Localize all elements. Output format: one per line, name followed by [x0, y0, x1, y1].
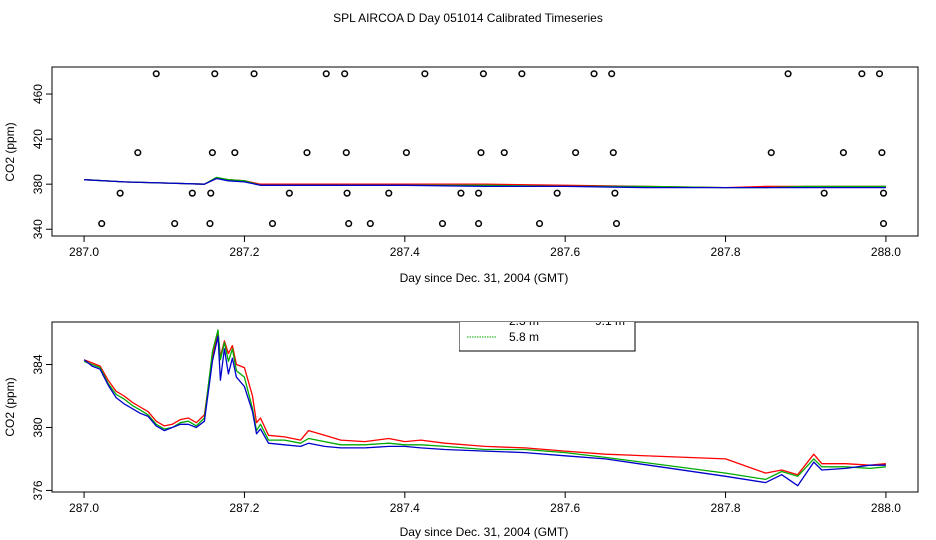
series-line-9-1-m — [83, 335, 886, 487]
x-tick-label: 287.8 — [711, 245, 741, 259]
data-point — [303, 149, 311, 157]
x-tick-label: 287.4 — [390, 501, 420, 515]
data-point — [171, 220, 179, 228]
x-axis-label: Day since Dec. 31, 2004 (GMT) — [400, 271, 569, 285]
data-point — [342, 149, 350, 157]
data-point — [116, 189, 124, 197]
data-point — [206, 220, 214, 228]
data-point — [477, 149, 485, 157]
data-point — [767, 149, 775, 157]
y-axis-label: CO2 (ppm) — [3, 122, 17, 181]
data-point — [134, 149, 142, 157]
data-point — [875, 70, 884, 78]
data-point — [611, 189, 619, 197]
data-point — [345, 220, 353, 228]
series-line-2-3-m — [83, 332, 886, 476]
data-point — [500, 149, 508, 157]
x-tick-label: 287.6 — [550, 245, 580, 259]
y-tick-label: 376 — [31, 480, 45, 500]
data-point — [343, 189, 351, 197]
data-point — [208, 149, 216, 157]
y-tick-label: 380 — [31, 417, 45, 437]
y-tick-label: 380 — [31, 174, 45, 194]
data-point — [518, 70, 526, 78]
data-point — [612, 220, 621, 228]
data-point — [211, 70, 219, 78]
data-point — [879, 220, 888, 228]
data-point — [479, 70, 487, 78]
data-point — [268, 220, 277, 228]
y-tick-label: 384 — [31, 354, 45, 374]
axes: 287.0 287.2 287.4 287.6 287.8 288.0 376 380 384 — [31, 354, 901, 515]
x-tick-label: 287.0 — [69, 501, 99, 515]
x-axis-label: Day since Dec. 31, 2004 (GMT) — [400, 525, 569, 539]
plot-frame — [51, 66, 919, 237]
data-point — [457, 189, 465, 197]
y-tick-label: 420 — [31, 129, 45, 149]
data-point — [879, 189, 888, 197]
top-panel: 287.0 287.2 287.4 287.6 287.8 288.0 340 380 420 4… — [3, 66, 919, 285]
series-line-5-8-m — [83, 329, 886, 481]
data-point — [784, 70, 792, 78]
data-point — [590, 70, 598, 78]
legend-label-blue: 9.1 m — [595, 314, 625, 328]
x-tick-label: 287.4 — [390, 245, 420, 259]
bottom-panel: 287.0 287.2 287.4 287.6 287.8 288.0376380384 … — [3, 314, 919, 539]
x-tick-label: 288.0 — [871, 245, 901, 259]
legend-label-red: 2.3 m — [509, 314, 539, 328]
data-point — [152, 70, 160, 78]
page-title: SPL AIRCOA D Day 051014 Calibrated Times… — [333, 11, 603, 25]
plot-area — [83, 329, 886, 487]
series-line-blue — [84, 177, 886, 189]
data-point — [820, 189, 828, 197]
data-point — [188, 189, 196, 197]
legend: 2.3 m 9.1 m 5.8 m — [459, 314, 636, 352]
data-point — [250, 70, 258, 78]
x-tick-label: 287.2 — [229, 501, 259, 515]
data-point — [285, 189, 293, 197]
legend-label-green: 5.8 m — [509, 330, 539, 344]
data-point — [609, 149, 617, 157]
data-point — [475, 220, 483, 228]
x-tick-label: 287.2 — [229, 245, 259, 259]
data-point — [553, 189, 561, 197]
x-tick-label: 287.6 — [550, 501, 580, 515]
data-point — [421, 70, 429, 78]
data-point — [341, 70, 349, 78]
data-point — [839, 149, 847, 157]
data-point — [858, 70, 866, 78]
data-point — [878, 149, 886, 157]
data-point — [207, 189, 215, 197]
x-tick-label: 287.0 — [69, 245, 99, 259]
x-tick-label: 288.0 — [871, 501, 901, 515]
data-point — [608, 70, 616, 78]
data-point — [438, 220, 447, 228]
data-point — [385, 189, 393, 197]
x-tick-label: 287.8 — [711, 501, 741, 515]
data-point — [572, 149, 580, 157]
data-point — [231, 149, 239, 157]
axes: 287.0 287.2 287.4 287.6 287.8 288.0 340 380 420 4… — [31, 84, 901, 259]
data-point — [535, 220, 544, 228]
data-point — [366, 220, 374, 228]
data-point — [475, 189, 483, 197]
data-point — [322, 70, 330, 78]
y-tick-label: 460 — [31, 84, 45, 104]
y-tick-label: 340 — [31, 219, 45, 239]
plot-area — [84, 70, 888, 228]
y-axis-label: CO2 (ppm) — [3, 377, 17, 436]
data-point — [402, 149, 410, 157]
data-point — [98, 220, 106, 228]
